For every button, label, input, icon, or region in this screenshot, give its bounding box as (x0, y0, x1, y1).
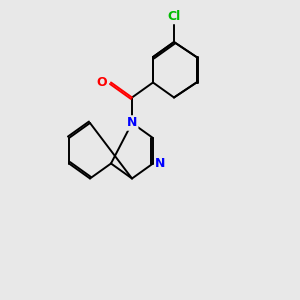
Text: O: O (97, 76, 107, 89)
Text: N: N (127, 116, 137, 130)
Text: N: N (155, 157, 166, 170)
Text: Cl: Cl (167, 10, 181, 23)
